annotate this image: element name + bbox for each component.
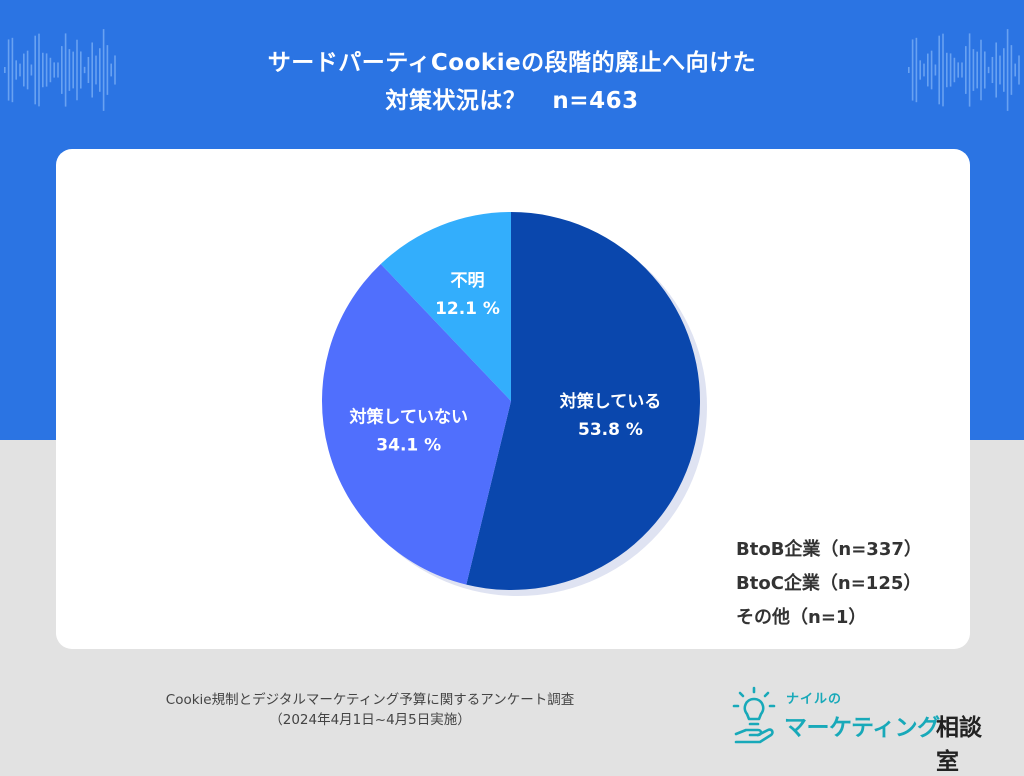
logo-small-text: ナイルの <box>786 688 842 707</box>
sample-breakdown: BtoB企業（n=337） BtoC企業（n=125） その他（n=1） <box>736 533 922 635</box>
slice-label: 対策している <box>559 391 662 412</box>
breakdown-btoc: BtoC企業（n=125） <box>736 567 922 601</box>
brand-logo: ナイルの マーケティング 相談室 <box>732 686 1002 750</box>
slice-value-label: 34.1 % <box>376 435 441 455</box>
title-question: 対策状況は？ <box>385 88 526 114</box>
survey-period: （2024年4月1日~4月5日実施） <box>0 710 740 730</box>
logo-main-text: マーケティング <box>784 708 940 742</box>
title-line-2: 対策状況は？ n=463 <box>0 82 1024 120</box>
slice-label: 対策していない <box>348 406 468 427</box>
title-sample-size: n=463 <box>552 88 638 114</box>
breakdown-btob: BtoB企業（n=337） <box>736 533 922 567</box>
title-line-1: サードパーティCookieの段階的廃止へ向けた <box>0 44 1024 82</box>
slice-value-label: 12.1 % <box>435 299 500 319</box>
chart-title: サードパーティCookieの段階的廃止へ向けた 対策状況は？ n=463 <box>0 44 1024 120</box>
breakdown-other: その他（n=1） <box>736 601 922 635</box>
survey-name: Cookie規制とデジタルマーケティング予算に関するアンケート調査 <box>0 690 740 710</box>
lightbulb-hand-icon <box>732 686 776 746</box>
slice-value-label: 53.8 % <box>578 420 643 440</box>
logo-suffix-text: 相談室 <box>936 708 1002 776</box>
chart-card: 対策している 53.8 % 対策していない 34.1 % 不明 12.1 % BtoB企業… <box>56 149 970 649</box>
slice-label: 不明 <box>451 271 485 291</box>
survey-caption: Cookie規制とデジタルマーケティング予算に関するアンケート調査 （2024年… <box>0 690 740 730</box>
